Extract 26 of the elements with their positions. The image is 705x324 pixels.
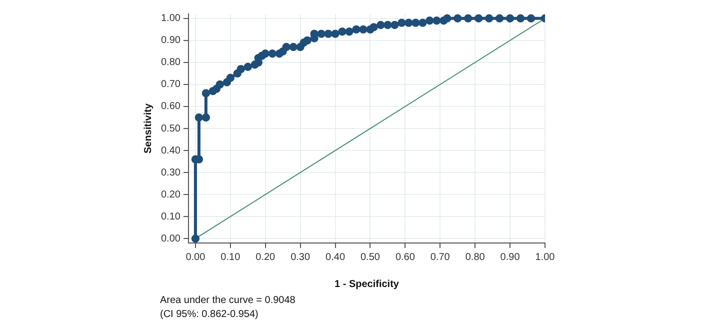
y-axis-title: Sensitivity	[142, 103, 154, 154]
y-tick-label: 0.10	[160, 211, 181, 222]
x-tick-label: 0.40	[326, 252, 346, 263]
text: Area under the curve = 0.9048	[160, 294, 296, 306]
text: (CI 95%: 0.862-0.954)	[160, 308, 258, 320]
y-tick-label: 0.80	[160, 57, 181, 68]
x-tick-label: 0.20	[256, 252, 276, 263]
y-tick-label: 0.50	[160, 123, 181, 134]
x-tick-label: 0.00	[186, 252, 206, 263]
y-tick-label: 0.30	[160, 167, 181, 178]
x-tick-label: 1.00	[535, 252, 556, 263]
x-axis-title: 1 - Specificity	[334, 278, 400, 290]
y-tick-label: 0.40	[160, 145, 181, 156]
y-tick-label: 0.00	[160, 233, 181, 244]
y-tick-label: 1.00	[160, 13, 181, 24]
x-tick-label: 0.50	[360, 252, 380, 263]
x-tick-label: 0.70	[430, 252, 450, 263]
x-tick-label: 0.30	[290, 252, 310, 263]
y-tick-label: 0.70	[160, 79, 181, 90]
x-tick-label: 0.60	[395, 252, 416, 263]
x-tick-label: 0.10	[220, 252, 241, 263]
y-tick-label: 0.60	[160, 101, 181, 112]
x-tick-label: 0.80	[465, 252, 486, 263]
y-tick-label: 0.90	[160, 35, 181, 46]
x-tick-label: 0.90	[500, 252, 520, 263]
y-tick-label: 0.20	[160, 189, 181, 200]
